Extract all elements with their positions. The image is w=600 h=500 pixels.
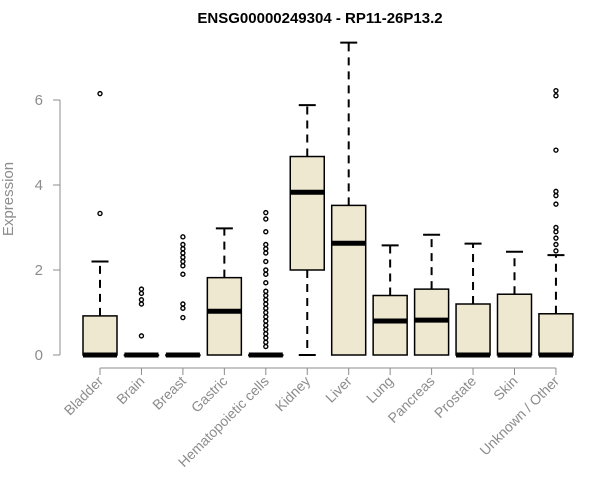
y-tick-label: 2 [35, 262, 43, 279]
x-tick-label: Brain [113, 373, 147, 407]
outlier-point [553, 87, 559, 94]
outlier-point [263, 241, 269, 248]
outlier-point [553, 248, 559, 254]
outlier-point [553, 201, 559, 207]
chart-title: ENSG00000249304 - RP11-26P13.2 [197, 10, 442, 27]
outlier-point [263, 209, 269, 216]
outlier-point [263, 335, 269, 341]
box-brain [123, 286, 160, 358]
outlier-point [263, 314, 269, 320]
box-pancreas [413, 233, 450, 356]
outlier-point [263, 292, 269, 299]
y-tick-label: 0 [35, 347, 43, 364]
x-tick-label: Prostate [431, 373, 479, 421]
outlier-point [553, 229, 559, 235]
outlier-point [180, 258, 186, 265]
box-kidney [289, 104, 325, 356]
box-gastric [206, 227, 243, 356]
box-body [330, 204, 367, 356]
box-bladder [82, 90, 118, 358]
box-body [496, 293, 533, 356]
outlier-point [97, 90, 103, 97]
box-body [289, 155, 325, 271]
outlier-point [263, 229, 269, 235]
box-breast [165, 234, 201, 358]
outlier-point [553, 235, 559, 241]
box-body [206, 276, 243, 356]
outlier-point [180, 241, 186, 248]
outlier-point [263, 271, 269, 277]
outlier-point [263, 343, 269, 350]
outlier-point [263, 331, 269, 337]
box-body [372, 294, 408, 356]
x-tick-label: Unknown / Other [476, 373, 562, 459]
box-hematopoietic-cells [248, 209, 284, 358]
outlier-point [138, 286, 145, 292]
outlier-point [180, 314, 186, 321]
y-tick-label: 4 [35, 177, 43, 194]
outlier-point [97, 210, 103, 217]
outlier-point [263, 250, 269, 256]
box-liver [330, 41, 367, 356]
x-tick-label: Skin [490, 373, 521, 404]
outlier-point [263, 258, 269, 265]
box-body [538, 313, 574, 356]
outlier-point [180, 234, 186, 240]
outlier-point [263, 301, 269, 307]
box-body [455, 303, 491, 356]
x-tick-label: Bladder [61, 373, 107, 419]
outlier-point [263, 305, 269, 311]
outlier-point [263, 216, 269, 222]
box-prostate [455, 242, 491, 358]
outlier-point [553, 147, 559, 153]
outlier-point [263, 309, 269, 316]
box-skin [496, 250, 533, 358]
outlier-point [553, 241, 559, 248]
x-tick-label: Lung [363, 373, 396, 406]
x-tick-label: Liver [322, 373, 355, 406]
outlier-point [553, 224, 559, 231]
box-unknown-other [538, 87, 574, 358]
outlier-point [180, 305, 186, 311]
outlier-point [553, 188, 559, 195]
outlier-point [263, 297, 269, 303]
plot-area [82, 41, 574, 358]
y-axis: 0 2 4 6 [35, 92, 61, 364]
outlier-point [263, 339, 269, 345]
outlier-point [180, 263, 186, 269]
outlier-point [263, 326, 269, 333]
box-lung [372, 244, 408, 356]
outlier-point [138, 297, 145, 303]
y-axis-label: Expression [0, 162, 17, 236]
outlier-point [180, 271, 186, 277]
outlier-point [263, 267, 269, 273]
outlier-point [138, 301, 145, 307]
outlier-point [138, 333, 145, 339]
box-body [82, 315, 118, 356]
x-tick-label: Breast [149, 373, 189, 413]
outlier-point [553, 93, 559, 99]
x-tick-label: Kidney [272, 373, 314, 415]
outlier-point [263, 318, 269, 324]
outlier-point [138, 290, 145, 297]
outlier-point [180, 254, 186, 260]
outlier-point [263, 322, 269, 328]
outlier-point [263, 288, 269, 294]
y-tick-label: 6 [35, 92, 43, 109]
outlier-point [180, 246, 186, 252]
outlier-point [180, 301, 186, 307]
outlier-point [553, 192, 559, 199]
outlier-point [263, 246, 269, 252]
outlier-point [180, 250, 186, 256]
outlier-point [263, 280, 269, 286]
